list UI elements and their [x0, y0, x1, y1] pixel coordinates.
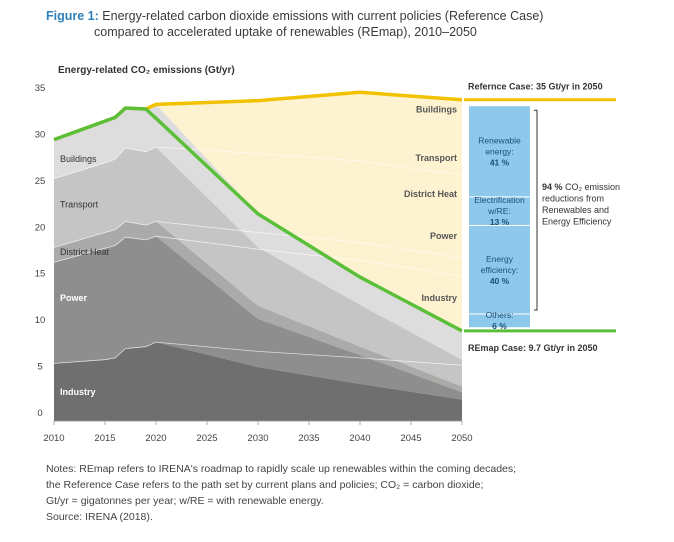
y-tick-label: 25: [35, 176, 46, 187]
y-tick-label: 20: [35, 222, 46, 233]
figure-title-line2: compared to accelerated uptake of renewa…: [94, 25, 477, 39]
notes-line2: the Reference Case refers to the path se…: [46, 479, 484, 491]
left-label-transport: Transport: [60, 199, 99, 209]
x-tick-label: 2035: [298, 433, 319, 444]
notes-line4: Source: IRENA (2018).: [46, 511, 153, 523]
reduction-segment-label: energy:: [485, 147, 513, 157]
y-tick-label: 5: [37, 362, 42, 373]
left-label-buildings: Buildings: [60, 154, 97, 164]
remap-layer-district-heat: [54, 221, 462, 393]
chart-layers: [53, 90, 463, 421]
reduction-segment-label: w/RE:: [487, 206, 511, 216]
remap-layer-transport: [54, 147, 462, 387]
reduction-note-line1: 94 % CO₂ emission: [542, 182, 620, 192]
figure-title-line1: Energy-related carbon dioxide emissions …: [102, 9, 544, 23]
reduction-segment-value: 6 %: [492, 321, 507, 331]
reduction-note-text: CO₂ emission: [565, 182, 620, 192]
y-tick-label: 10: [35, 315, 46, 326]
x-tick-label: 2020: [145, 433, 166, 444]
left-label-industry: Industry: [60, 387, 96, 397]
figure-label: Figure 1:: [46, 9, 99, 23]
reduction-segment-value: 41 %: [490, 158, 510, 168]
reduction-segment-others: [469, 313, 530, 328]
reference-separator-3: [53, 220, 463, 258]
reduction-segment-renewable-energy: [469, 106, 530, 197]
left-label-district-heat: District Heat: [60, 247, 110, 257]
figure-title: Figure 1: Energy-related carbon dioxide …: [46, 8, 646, 40]
right-label-transport: Transport: [415, 153, 457, 163]
y-tick-label: 35: [35, 83, 46, 94]
reduction-note-value: 94 %: [542, 182, 565, 192]
y-tick-label: 30: [35, 129, 46, 140]
reduction-segment-label: Energy: [486, 254, 514, 264]
reference-separator-1: [53, 341, 463, 366]
remap-layer-industry: [54, 342, 462, 421]
right-label-district-heat: District Heat: [404, 189, 457, 199]
emissions-chart: Energy-related CO₂ emissions (Gt/yr) 0 5 1…: [35, 65, 620, 444]
x-tick-label: 2015: [94, 433, 115, 444]
reduction-segment-electrification-w-re: [469, 196, 530, 226]
reduction-note-line: reductions from: [542, 193, 604, 203]
remap-layer-power: [54, 236, 462, 400]
right-label-industry: Industry: [421, 293, 457, 303]
right-label-buildings: Buildings: [416, 105, 457, 115]
x-tick-label: 2045: [400, 433, 421, 444]
reduction-segment-label: Others:: [486, 310, 514, 320]
x-tick-label: 2050: [451, 433, 472, 444]
chart-labels: Buildings Transport District Heat Power Indu…: [60, 105, 457, 397]
reduction-segment-value: 13 %: [490, 217, 510, 227]
figure-notes: Notes: REmap refers to IRENA's roadmap t…: [46, 461, 666, 525]
remap-total-line: [53, 106, 463, 333]
x-tick-label: 2010: [43, 433, 64, 444]
y-tick-label: 15: [35, 269, 46, 280]
reduction-segment-energy-efficiency: [469, 225, 530, 314]
reduction-note-line: Energy Efficiency: [542, 216, 612, 226]
remap-label: REmap Case: 9.7 Gt/yr in 2050: [468, 343, 598, 353]
left-label-power: Power: [60, 293, 88, 303]
x-tick-label: 2025: [196, 433, 217, 444]
y-tick-label: 0: [37, 408, 42, 419]
reduction-panel: Refernce Case: 35 Gt/yr in 2050 REmap Cas…: [464, 82, 620, 353]
notes-line3: Gt/yr = gigatonnes per year; w/RE = with…: [46, 495, 324, 507]
reference-label: Refernce Case: 35 Gt/yr in 2050: [468, 82, 603, 92]
reduction-segment-value: 40 %: [490, 276, 510, 286]
x-tick-label: 2040: [349, 433, 370, 444]
reference-separator-4: [53, 146, 463, 179]
y-axis-label: Energy-related CO₂ emissions (Gt/yr): [58, 65, 235, 76]
reduction-bracket: [534, 109, 538, 311]
right-label-power: Power: [430, 231, 458, 241]
x-tick-label: 2030: [247, 433, 268, 444]
reduction-segment-label: Electrification: [474, 195, 525, 205]
reduction-note-line: Renewables and: [542, 205, 609, 215]
reduction-segment-label: efficiency:: [481, 265, 519, 275]
notes-line1: Notes: REmap refers to IRENA's roadmap t…: [46, 463, 517, 475]
remap-layer-buildings: [54, 104, 462, 360]
reduction-segment-label: Renewable: [478, 136, 521, 146]
